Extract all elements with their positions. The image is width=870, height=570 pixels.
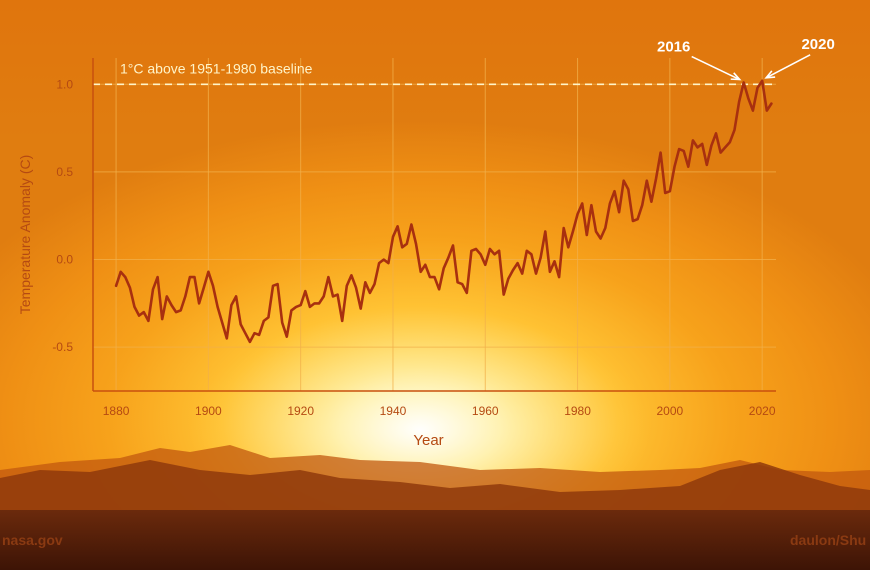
annotation-label: 2016 [657, 39, 690, 56]
annotation-arrowhead [764, 70, 776, 79]
ground [0, 510, 870, 570]
axes [92, 58, 776, 392]
baseline-label: 1°C above 1951-1980 baseline [120, 60, 313, 76]
x-tick-label: 1960 [472, 404, 499, 418]
y-tick-label: 1.0 [56, 77, 73, 91]
annotation-arrow [765, 54, 811, 79]
mountain-silhouette-front [0, 460, 870, 520]
x-tick-label: 2000 [657, 404, 684, 418]
annotation-arrow [691, 55, 741, 81]
x-tick-label: 1880 [103, 404, 130, 418]
annotations: 2016 2020 [657, 36, 835, 81]
temperature-anomaly-line [114, 79, 773, 344]
y-axis-title: Temperature Anomaly (C) [17, 155, 33, 315]
sky-gradient [0, 0, 870, 140]
y-tick-label: 0.5 [56, 165, 73, 179]
tick-labels: 1880 1900 1920 1940 1960 1980 2000 2020 -0.5 0.0 0… [52, 77, 776, 418]
y-tick-label: -0.5 [52, 340, 73, 354]
x-tick-label: 1980 [564, 404, 591, 418]
y-tick-label: 0.0 [56, 253, 73, 267]
credit-photographer: daulon/Shu [790, 532, 867, 548]
x-tick-label: 1940 [380, 404, 407, 418]
credit-nasa: nasa.gov [2, 532, 63, 548]
x-tick-label: 2020 [749, 404, 776, 418]
annotation-label: 2020 [801, 36, 834, 53]
x-tick-label: 1920 [287, 404, 314, 418]
x-tick-label: 1900 [195, 404, 222, 418]
x-axis-title: Year [413, 432, 443, 449]
annotation-arrowhead [730, 72, 742, 81]
